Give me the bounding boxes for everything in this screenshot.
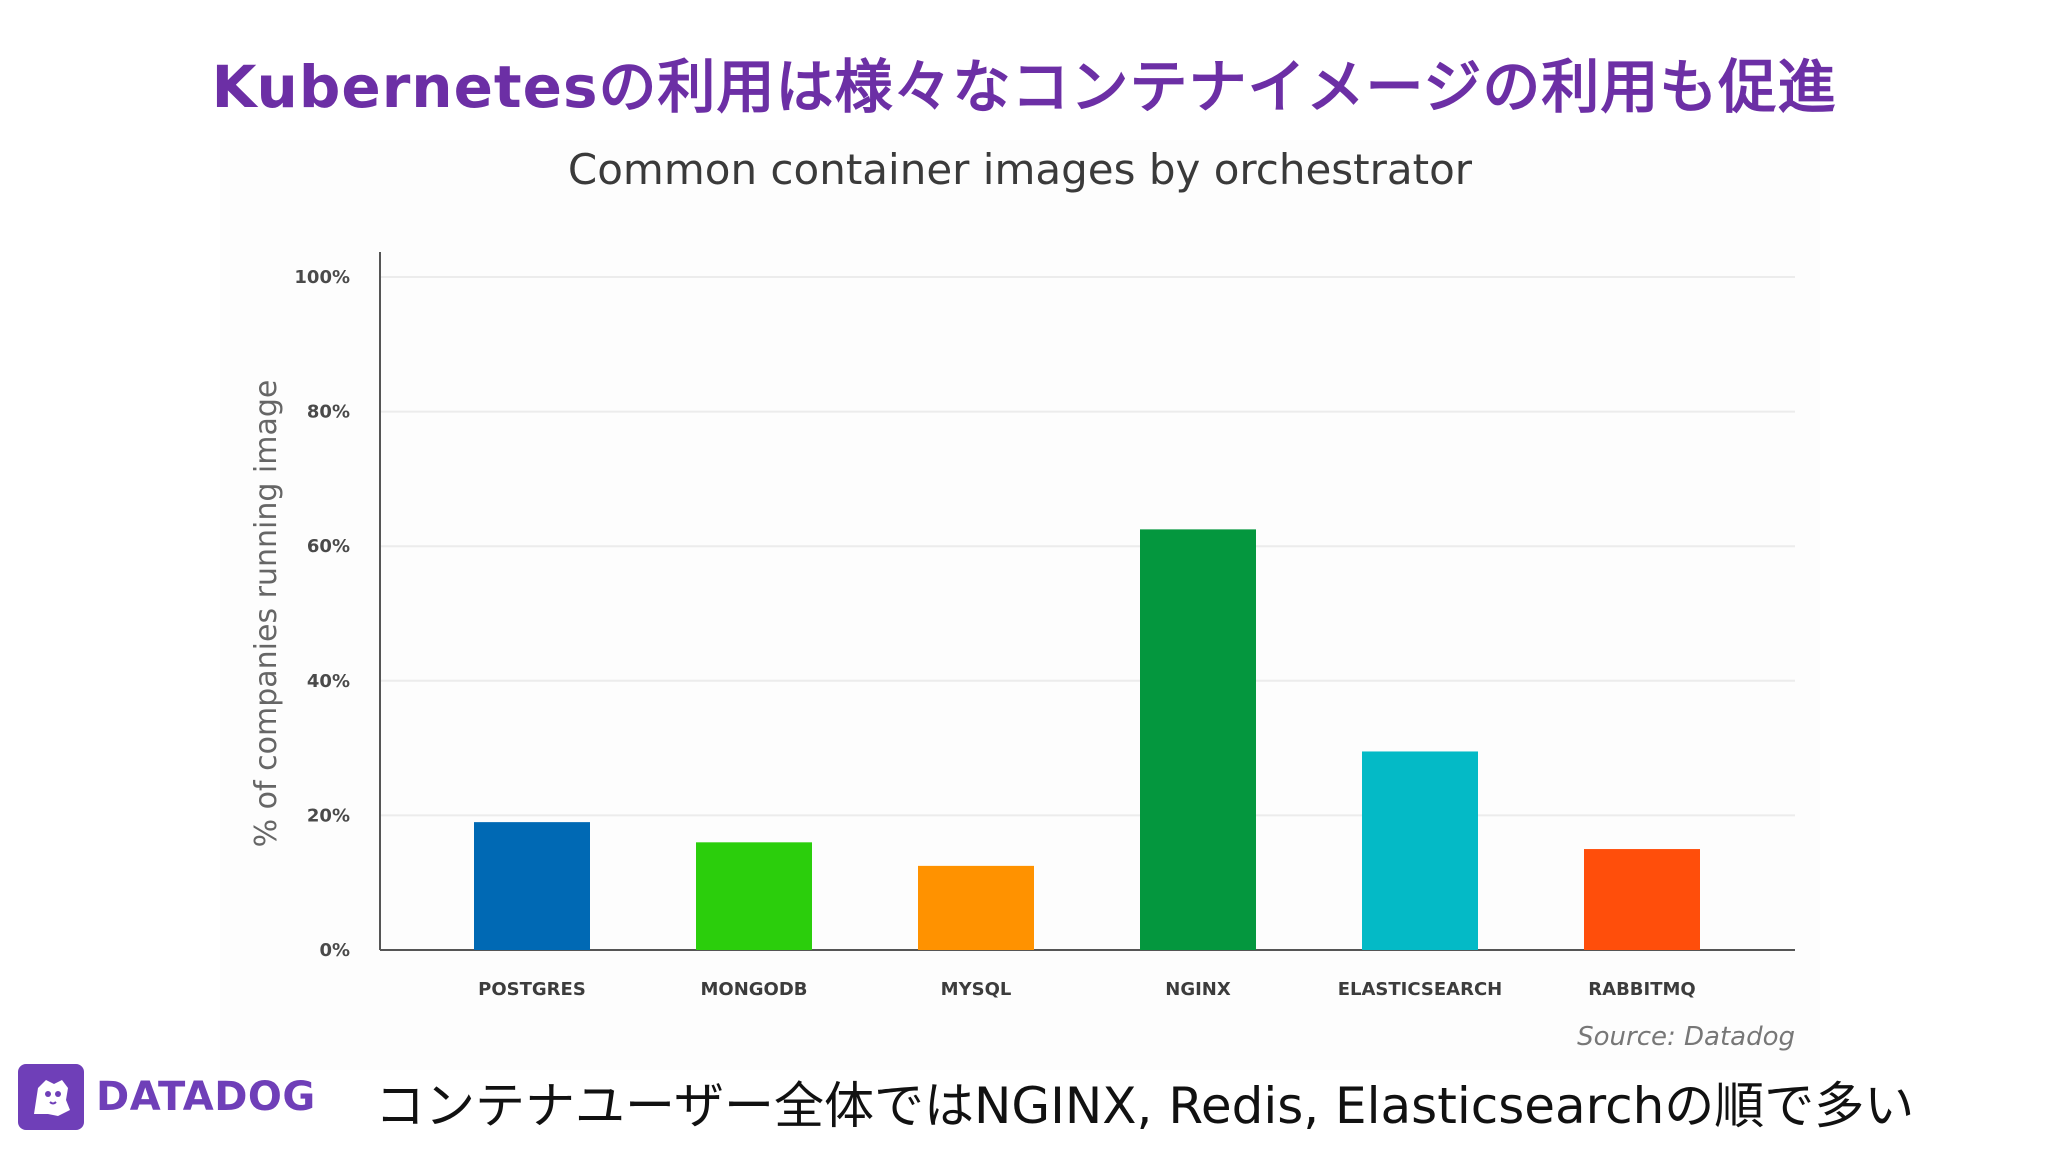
slide-caption: コンテナユーザー全体ではNGINX, Redis, Elasticsearchの…	[375, 1077, 1915, 1135]
bar-rabbitmq	[1584, 849, 1700, 950]
datadog-logo: DATADOG	[18, 1064, 316, 1130]
y-tick-label: 0%	[319, 940, 350, 961]
x-tick-label: ELASTICSEARCH	[1338, 979, 1503, 1000]
datadog-dog-icon	[18, 1064, 84, 1130]
bar-postgres	[474, 822, 590, 950]
x-tick-label: MONGODB	[700, 979, 807, 1000]
chart-title: Common container images by orchestrator	[567, 145, 1473, 194]
slide-title: Kubernetesの利用は様々なコンテナイメージの利用も促進	[211, 53, 1837, 121]
bar-chart: 0% 20% 40% 60% 80% 100% % of companies running…	[249, 252, 1795, 1052]
x-tick-label: NGINX	[1165, 979, 1231, 1000]
logo-text: DATADOG	[96, 1074, 316, 1120]
y-tick-label: 20%	[307, 805, 350, 826]
source-note: Source: Datadog	[1577, 1022, 1795, 1052]
x-tick-label: MYSQL	[941, 979, 1012, 1000]
y-tick-label: 60%	[307, 536, 350, 557]
bar-mongodb	[696, 842, 812, 950]
chart-panel: Common container images by orchestrator …	[220, 140, 1820, 1070]
y-axis-label: % of companies running image	[249, 380, 284, 848]
x-tick-label: RABBITMQ	[1588, 979, 1695, 1000]
x-tick-label: POSTGRES	[478, 979, 586, 1000]
bar-elasticsearch	[1362, 751, 1478, 950]
y-tick-label: 80%	[307, 402, 350, 423]
bar-nginx	[1140, 529, 1256, 950]
bar-mysql	[918, 865, 1034, 950]
y-tick-label: 100%	[294, 267, 350, 288]
y-tick-label: 40%	[307, 671, 350, 692]
